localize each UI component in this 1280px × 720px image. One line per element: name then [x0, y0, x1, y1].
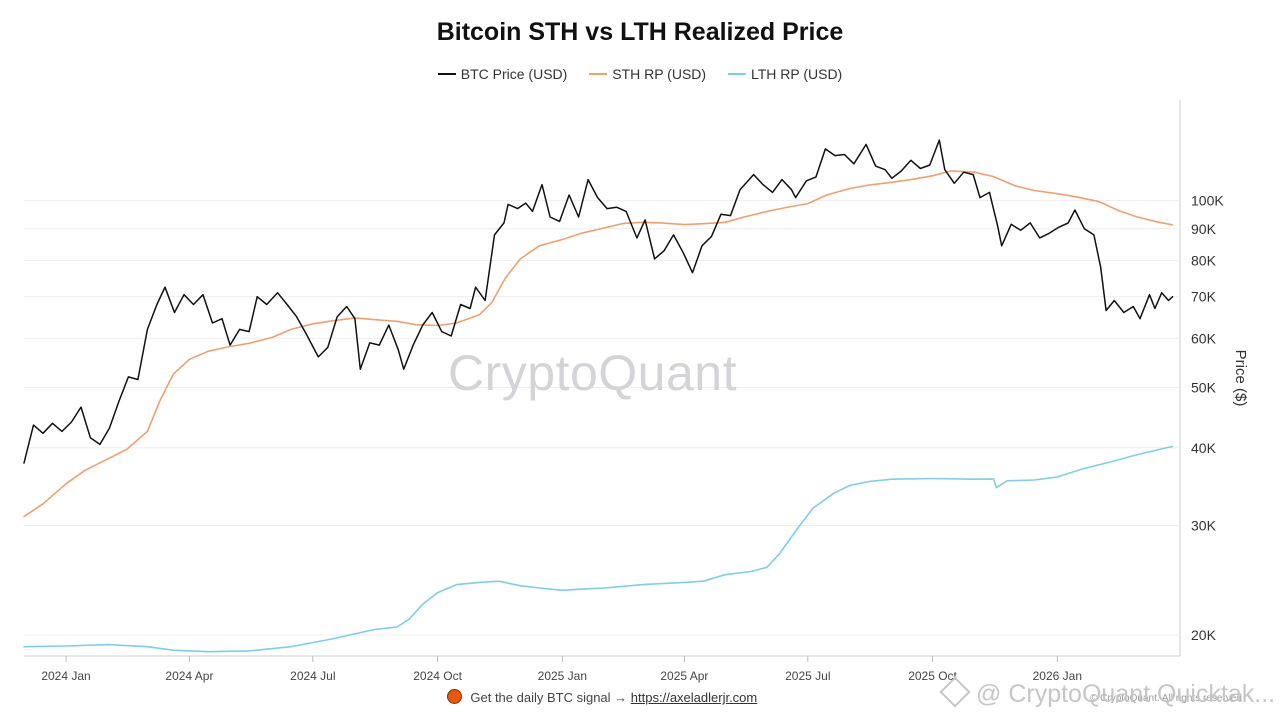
x-tick-label: 2024 Jan: [41, 669, 90, 683]
sth-rp-line: [23, 170, 1174, 518]
x-tick-label: 2024 Oct: [413, 669, 462, 683]
lth-rp-line: [23, 445, 1174, 653]
y-tick-label: 100K: [1191, 192, 1224, 208]
x-tick-label: 2025 Oct: [908, 669, 957, 683]
y-tick-label: 50K: [1191, 380, 1217, 396]
footer-link[interactable]: https://axeladlerjr.com: [630, 690, 758, 705]
legend-item-sth-rp[interactable]: STH RP (USD): [589, 66, 706, 82]
legend-swatch-btc-price: [437, 73, 456, 75]
x-tick-label: 2024 Jul: [290, 669, 335, 683]
y-tick-label: 80K: [1191, 253, 1217, 269]
diamond-logo-icon: [939, 676, 971, 708]
x-tick-label: 2025 Jan: [538, 669, 587, 683]
x-tick-label: 2024 Apr: [165, 669, 213, 683]
y-tick-label: 60K: [1191, 330, 1217, 346]
x-tick-label: 2025 Jul: [785, 669, 830, 683]
grid-lines: [24, 199, 1178, 636]
legend-item-btc-price[interactable]: BTC Price (USD): [437, 66, 568, 82]
btc-price-line: [23, 139, 1174, 464]
legend-label-lth-rp: LTH RP (USD): [750, 66, 843, 82]
watermark: CryptoQuant: [448, 345, 737, 401]
y-tick-label: 20K: [1191, 627, 1217, 643]
legend-label-sth-rp: STH RP (USD): [612, 66, 707, 82]
legend-item-lth-rp[interactable]: LTH RP (USD): [727, 66, 843, 82]
legend: BTC Price (USD) STH RP (USD) LTH RP (USD…: [0, 62, 1280, 82]
legend-swatch-lth-rp: [727, 73, 746, 75]
legend-swatch-sth-rp: [589, 73, 608, 75]
series-group: [23, 139, 1174, 653]
axes: 20K 30K 40K 50K 60K 70K 80K 90K 100K 2024 Jan 2024…: [24, 100, 1249, 683]
y-axis-title: Price ($): [1232, 350, 1249, 407]
platform-watermark-text: @ CryptoQuant Quicktak...: [976, 680, 1276, 708]
platform-watermark: @ CryptoQuant Quicktak...: [939, 676, 1276, 709]
x-tick-label: 2026 Jan: [1033, 669, 1082, 683]
x-tick-label: 2025 Apr: [660, 669, 708, 683]
legend-label-btc-price: BTC Price (USD): [460, 66, 568, 82]
signal-dot-icon: [446, 689, 462, 704]
credit-text: © CryptoQuant. All rights reserved: [1090, 693, 1242, 704]
y-tick-label: 30K: [1191, 517, 1217, 533]
y-tick-label: 40K: [1191, 440, 1217, 456]
chart-title: Bitcoin STH vs LTH Realized Price: [436, 18, 844, 46]
footer: Get the daily BTC signal → https://axela…: [0, 689, 1204, 705]
y-tick-label: 90K: [1191, 221, 1217, 237]
footer-text: Get the daily BTC signal →: [470, 690, 628, 705]
y-tick-label: 70K: [1191, 289, 1217, 305]
